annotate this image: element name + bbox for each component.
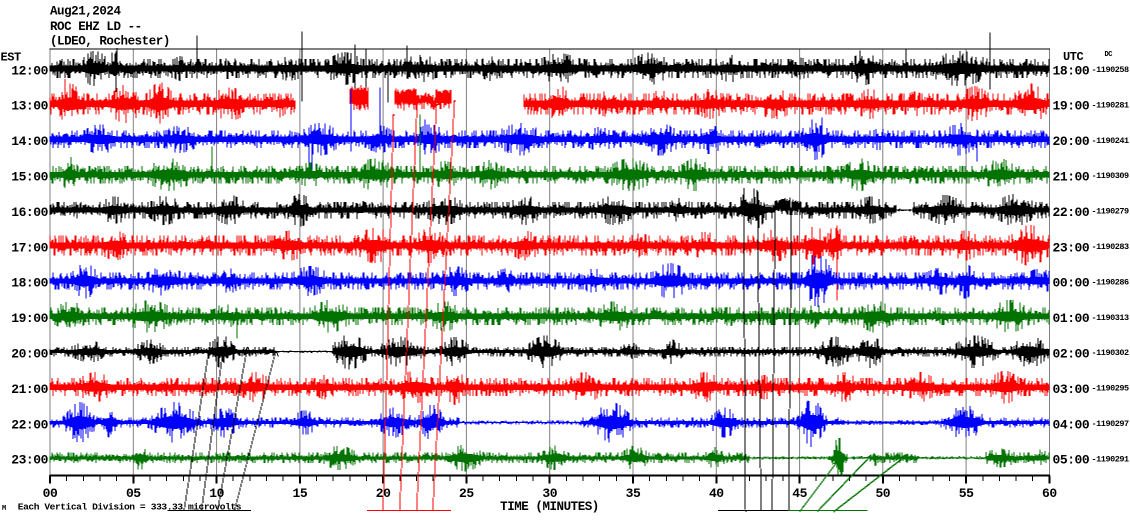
svg-text:-1190241: -1190241 xyxy=(1092,136,1130,146)
svg-text:-1190286: -1190286 xyxy=(1092,277,1130,287)
svg-text:UTC: UTC xyxy=(1063,50,1084,64)
svg-text:22:00: 22:00 xyxy=(1053,205,1090,220)
svg-text:15:00: 15:00 xyxy=(11,170,48,185)
svg-text:ROC EHZ LD --: ROC EHZ LD -- xyxy=(50,20,142,34)
svg-text:40: 40 xyxy=(709,486,724,501)
svg-text:EST: EST xyxy=(1,51,22,65)
svg-text:05: 05 xyxy=(126,486,141,501)
svg-text:25: 25 xyxy=(459,486,474,501)
svg-text:-1190309: -1190309 xyxy=(1092,171,1130,181)
svg-text:DC: DC xyxy=(1105,51,1113,59)
svg-text:23:00: 23:00 xyxy=(11,453,48,468)
svg-text:14:00: 14:00 xyxy=(11,134,48,149)
svg-text:-1190295: -1190295 xyxy=(1092,384,1130,394)
svg-text:60: 60 xyxy=(1042,486,1057,501)
svg-text:TIME (MINUTES): TIME (MINUTES) xyxy=(500,500,599,514)
svg-text:22:00: 22:00 xyxy=(11,417,48,432)
svg-text:19:00: 19:00 xyxy=(1053,99,1090,114)
svg-text:-1190283: -1190283 xyxy=(1092,242,1130,252)
svg-text:20:00: 20:00 xyxy=(11,347,48,362)
svg-text:23:00: 23:00 xyxy=(1053,240,1090,255)
svg-text:05:00: 05:00 xyxy=(1053,453,1090,468)
svg-text:13:00: 13:00 xyxy=(11,99,48,114)
svg-text:-1190297: -1190297 xyxy=(1092,419,1130,429)
svg-text:20: 20 xyxy=(376,486,391,501)
svg-text:12:00: 12:00 xyxy=(11,63,48,78)
svg-text:(LDEO, Rochester): (LDEO, Rochester) xyxy=(50,35,170,49)
svg-text:17:00: 17:00 xyxy=(11,240,48,255)
svg-text:45: 45 xyxy=(792,486,807,501)
svg-text:M: M xyxy=(2,505,6,513)
svg-text:21:00: 21:00 xyxy=(11,382,48,397)
svg-text:18:00: 18:00 xyxy=(11,276,48,291)
svg-text:19:00: 19:00 xyxy=(11,311,48,326)
svg-text:03:00: 03:00 xyxy=(1053,382,1090,397)
svg-text:20:00: 20:00 xyxy=(1053,134,1090,149)
svg-text:16:00: 16:00 xyxy=(11,205,48,220)
svg-text:-1190258: -1190258 xyxy=(1092,65,1130,75)
svg-text:15: 15 xyxy=(293,486,308,501)
svg-text:02:00: 02:00 xyxy=(1053,347,1090,362)
svg-text:-1190281: -1190281 xyxy=(1092,100,1130,110)
svg-text:-1190313: -1190313 xyxy=(1092,313,1130,323)
svg-text:30: 30 xyxy=(542,486,557,501)
svg-text:18:00: 18:00 xyxy=(1053,63,1090,78)
svg-text:04:00: 04:00 xyxy=(1053,417,1090,432)
svg-text:55: 55 xyxy=(959,486,974,501)
svg-text:21:00: 21:00 xyxy=(1053,170,1090,185)
svg-text:35: 35 xyxy=(626,486,641,501)
svg-text:01:00: 01:00 xyxy=(1053,311,1090,326)
svg-text:50: 50 xyxy=(875,486,890,501)
svg-text:333.33 microvolts: 333.33 microvolts xyxy=(151,501,242,512)
svg-text:Aug21,2024: Aug21,2024 xyxy=(50,5,121,19)
svg-text:10: 10 xyxy=(209,486,224,501)
svg-text:-1190279: -1190279 xyxy=(1092,207,1130,217)
svg-text:00:00: 00:00 xyxy=(1053,276,1090,291)
svg-text:-1190302: -1190302 xyxy=(1092,348,1130,358)
svg-text:00: 00 xyxy=(43,486,58,501)
svg-text:-1190291: -1190291 xyxy=(1092,454,1130,464)
svg-text:Each Vertical Division =: Each Vertical Division = xyxy=(18,501,146,512)
